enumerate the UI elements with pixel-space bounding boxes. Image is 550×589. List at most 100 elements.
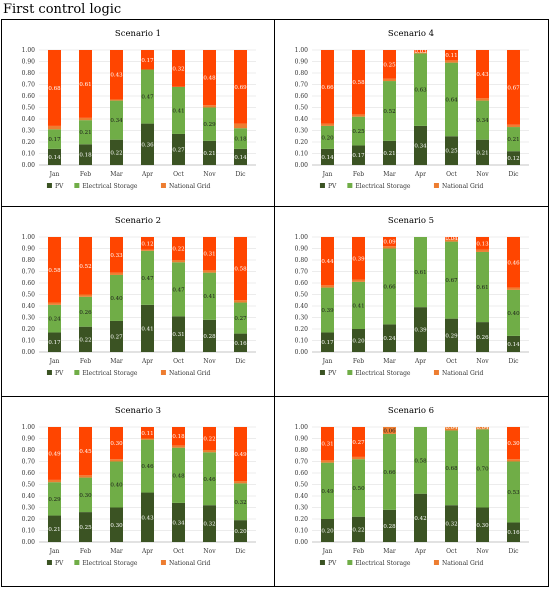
data-label: 0.45 [79, 449, 92, 455]
data-label: 0.21 [48, 527, 60, 533]
data-label: 0.31 [321, 442, 333, 448]
y-tick-label: 0.90 [295, 59, 309, 66]
bar-segment [141, 492, 154, 542]
bar-segment [79, 296, 92, 327]
bar-segment [234, 128, 247, 149]
data-label: 0.47 [141, 276, 154, 282]
x-tick-label: Dic [508, 171, 519, 178]
y-tick-label: 0.80 [22, 70, 36, 77]
bar-segment [414, 307, 427, 352]
bar-segment [172, 447, 185, 503]
data-label: 0.12 [141, 241, 153, 247]
bar-segment [383, 81, 396, 141]
x-tick-label: Oct [173, 358, 184, 365]
bar-segment [352, 281, 365, 329]
bar-segment [203, 50, 216, 106]
legend-swatch [160, 183, 166, 188]
x-tick-label: Oct [446, 358, 457, 365]
y-tick-label: 0.90 [22, 246, 36, 253]
data-label: 0.04 [445, 236, 458, 242]
chart-panel: Scenario 1 0.00 0.10 0.20 0.30 0.40 0.50 0.60 0.… [22, 29, 256, 190]
bar-segment [507, 427, 520, 460]
data-label: 0.14 [321, 155, 334, 161]
y-tick-label: 1.00 [22, 424, 36, 431]
data-label: 0.44 [321, 259, 334, 265]
panel-divider-horizontal [1, 396, 549, 397]
legend-swatch [74, 560, 80, 565]
bar-segment [321, 285, 334, 288]
bar-segment [352, 50, 365, 115]
data-label: 0.20 [352, 339, 365, 345]
legend-swatch [319, 183, 325, 188]
bar-segment [110, 507, 123, 542]
data-label: 0.58 [352, 80, 365, 86]
bar-segment [172, 427, 185, 446]
data-label: 0.67 [507, 85, 520, 91]
x-tick-label: Apr [141, 358, 153, 365]
y-tick-label: 1.00 [295, 234, 309, 241]
data-label: 0.49 [321, 489, 334, 495]
bar-segment [203, 452, 216, 506]
y-tick-label: 0.10 [295, 151, 309, 158]
panel-divider-vertical [274, 19, 275, 587]
y-tick-label: 0.40 [295, 116, 309, 123]
data-label: 0.30 [79, 493, 92, 499]
bar-segment [203, 237, 216, 271]
data-label: 0.25 [79, 525, 92, 531]
data-label: 0.29 [445, 333, 458, 339]
bar-segment [234, 237, 247, 301]
bar-segment [352, 145, 365, 165]
x-tick-label: Mar [110, 171, 123, 178]
x-tick-label: Dic [235, 548, 246, 555]
bar-segment [414, 52, 427, 54]
y-tick-label: 0.70 [22, 82, 36, 89]
x-tick-label: Feb [353, 548, 364, 555]
legend-label: PV [328, 370, 337, 377]
y-tick-label: 0.10 [295, 338, 309, 345]
bar-segment [79, 237, 92, 295]
bar-segment [507, 151, 520, 165]
x-tick-label: Feb [80, 548, 91, 555]
bar-segment [445, 60, 458, 63]
bar-segment [414, 237, 427, 308]
data-label: 0.09 [383, 240, 396, 246]
bar-segment [507, 522, 520, 542]
bar-segment [507, 237, 520, 288]
data-label: 0.66 [383, 470, 396, 476]
bar-segment [234, 302, 247, 334]
bar-segment [352, 516, 365, 542]
bar-segment [445, 239, 458, 242]
x-tick-label: Nov [203, 171, 216, 178]
data-label: 0.66 [321, 85, 334, 91]
data-label: 0.06 [383, 428, 396, 434]
legend-swatch [160, 370, 166, 375]
legend-label: Electrical Storage [355, 183, 411, 190]
data-label: 0.18 [172, 434, 185, 440]
y-tick-label: 0.80 [295, 70, 309, 77]
x-tick-label: Oct [446, 548, 457, 555]
bar-segment [234, 300, 247, 303]
data-label: 0.25 [383, 62, 396, 68]
chart-panel: Scenario 3 0.00 0.10 0.20 0.30 0.40 0.50 0.60 0.… [22, 406, 256, 567]
data-label: 0.68 [445, 466, 458, 472]
bar-segment [321, 125, 334, 149]
bar-segment [172, 50, 185, 87]
data-label: 0.63 [414, 88, 427, 94]
data-label: 0.17 [48, 340, 61, 346]
bar-segment [110, 320, 123, 352]
bar-segment [234, 148, 247, 165]
data-label: 0.49 [48, 451, 61, 457]
bar-segment [321, 462, 334, 519]
x-tick-label: Oct [173, 548, 184, 555]
bar-segment [352, 114, 365, 117]
bar-segment [476, 139, 489, 165]
y-tick-label: 0.10 [22, 528, 36, 535]
bar-segment [110, 427, 123, 460]
y-tick-label: 0.90 [22, 436, 36, 443]
data-label: 0.58 [48, 268, 61, 274]
legend-label: National Grid [169, 560, 211, 567]
y-tick-label: 0.80 [22, 447, 36, 454]
data-label: 0.32 [234, 500, 246, 506]
bar-segment [141, 250, 154, 305]
x-tick-label: Feb [80, 358, 91, 365]
